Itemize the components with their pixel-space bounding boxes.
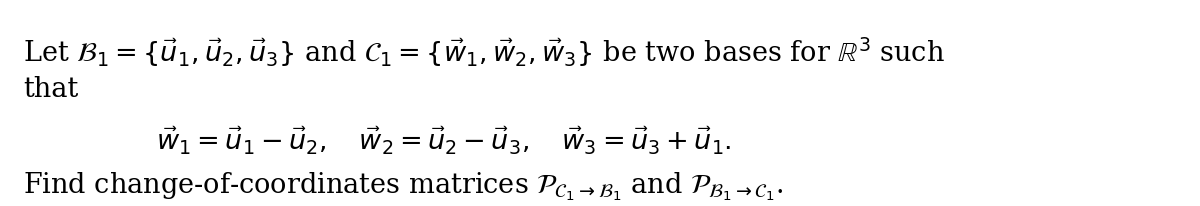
Text: that: that	[23, 76, 78, 103]
Text: Let $\mathcal{B}_1 = \{\vec{u}_1, \vec{u}_2, \vec{u}_3\}$ and $\mathcal{C}_1 = \: Let $\mathcal{B}_1 = \{\vec{u}_1, \vec{u…	[23, 35, 944, 68]
Text: Find change-of-coordinates matrices $\mathcal{P}_{\mathcal{C}_1 \to \mathcal{B}_: Find change-of-coordinates matrices $\ma…	[23, 169, 784, 202]
Text: $\vec{w}_1 = \vec{u}_1 - \vec{u}_2, \quad \vec{w}_2 = \vec{u}_2 - \vec{u}_3, \qu: $\vec{w}_1 = \vec{u}_1 - \vec{u}_2, \qua…	[156, 125, 732, 157]
